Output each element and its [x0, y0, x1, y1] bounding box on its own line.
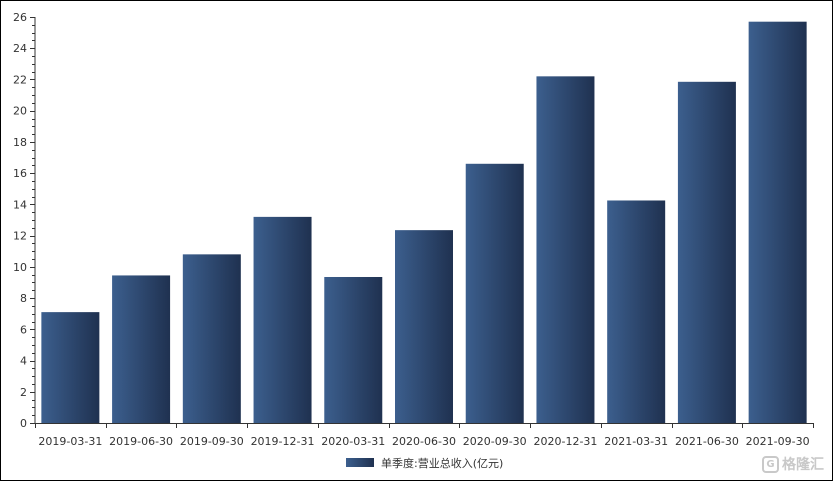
legend-label: 单季度:营业总收入(亿元): [381, 456, 503, 470]
bar-2019-03-31: [41, 312, 100, 423]
bar-2021-09-30: [748, 21, 807, 423]
bar-2020-06-30: [395, 230, 453, 423]
y-tick-label: 18: [13, 136, 27, 149]
watermark: G 格隆汇: [762, 454, 824, 474]
bar-2021-03-31: [607, 200, 666, 423]
y-tick-label: 12: [13, 230, 27, 243]
x-tick-label: 2021-09-30: [746, 435, 810, 448]
bars: [41, 21, 807, 424]
watermark-text: 格隆汇: [782, 457, 824, 473]
x-tick-label: 2020-12-31: [533, 435, 597, 448]
x-tick-label: 2020-06-30: [392, 435, 456, 448]
bar-2020-09-30: [465, 163, 524, 424]
x-tick-label: 2019-03-31: [38, 435, 102, 448]
bar-2020-12-31: [536, 76, 595, 423]
gelonghui-logo-icon: G: [762, 455, 779, 473]
y-tick-label: 14: [13, 198, 27, 211]
x-tick-label: 2020-03-31: [321, 435, 385, 448]
x-tick-label: 2021-03-31: [604, 435, 668, 448]
y-tick-label: 26: [13, 11, 27, 24]
legend: 单季度:营业总收入(亿元): [346, 456, 503, 470]
x-tick-label: 2019-06-30: [109, 435, 173, 448]
x-tick-label: 2021-06-30: [675, 435, 739, 448]
bar-2019-09-30: [182, 254, 241, 423]
y-tick-label: 16: [13, 167, 27, 180]
bar-2021-06-30: [677, 81, 736, 424]
x-tick-label: 2020-09-30: [463, 435, 527, 448]
y-tick-label: 20: [13, 105, 27, 118]
bar-2019-06-30: [112, 275, 171, 423]
x-axis: 2019-03-31 2019-06-30 2019-09-30 2019-12-31…: [35, 423, 814, 448]
y-tick-label: 6: [20, 323, 27, 336]
y-tick-label: 2: [20, 386, 27, 399]
x-tick-label: 2019-09-30: [180, 435, 244, 448]
y-tick-label: 4: [20, 355, 27, 368]
bar-2020-03-31: [324, 276, 383, 423]
bar-2019-12-31: [253, 216, 312, 423]
y-tick-label: 10: [13, 261, 27, 274]
y-tick-label: 22: [13, 73, 27, 86]
legend-swatch: [346, 458, 374, 467]
y-tick-label: 24: [13, 42, 27, 55]
x-tick-label: 2019-12-31: [251, 435, 315, 448]
y-tick-label: 0: [20, 417, 27, 430]
y-tick-label: 8: [20, 292, 27, 305]
